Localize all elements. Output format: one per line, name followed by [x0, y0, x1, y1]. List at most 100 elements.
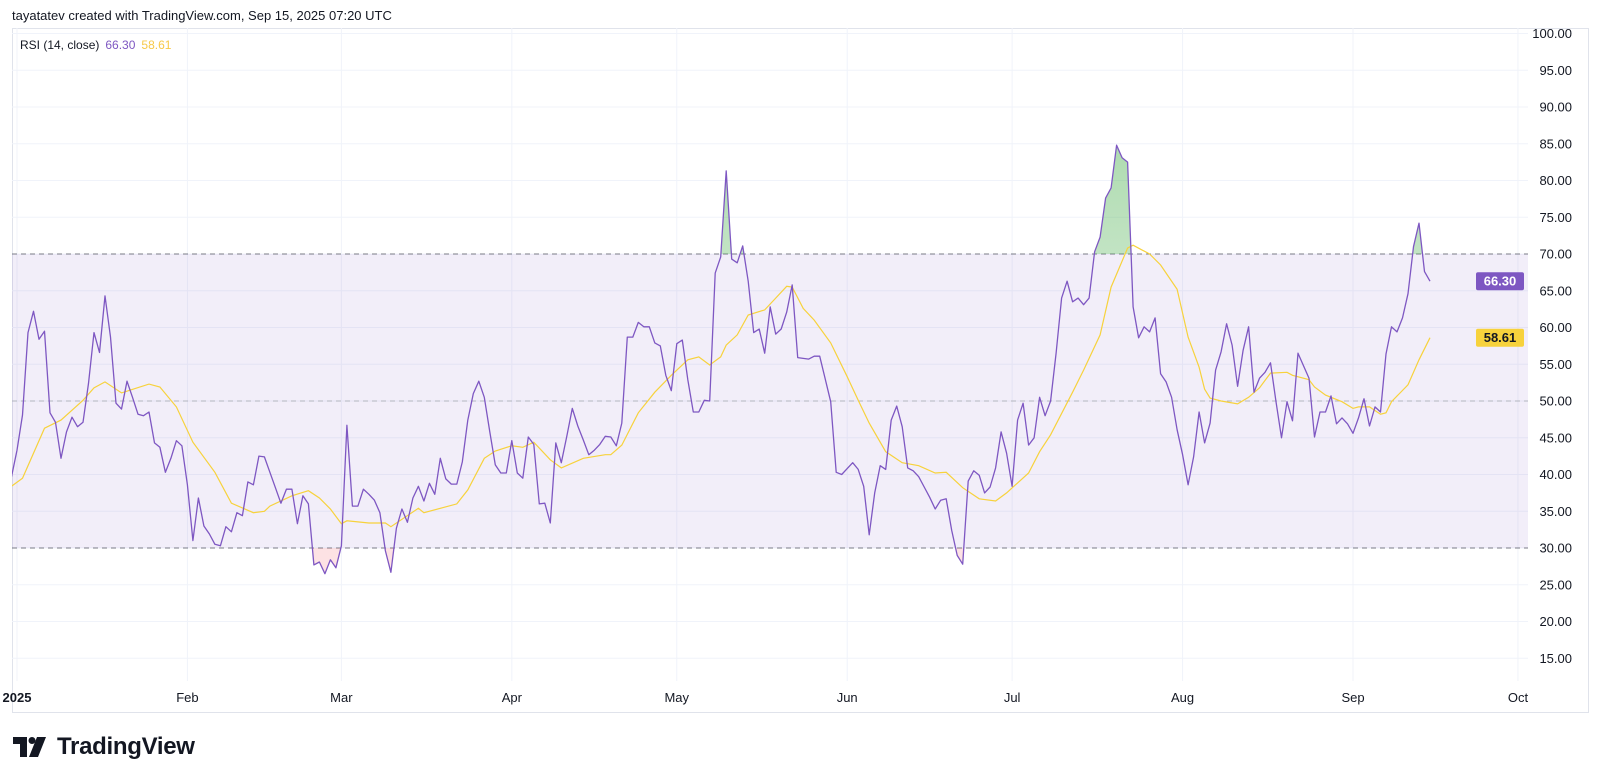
rsi-ma-point — [1220, 400, 1223, 403]
rsi-ma-point — [1203, 388, 1206, 391]
rsi-point — [527, 436, 530, 439]
rsi-ma-point — [637, 411, 640, 414]
rsi-ma-point — [868, 422, 871, 425]
rsi-point — [840, 473, 843, 476]
x-tick-label: Mar — [330, 690, 353, 705]
rsi-point — [769, 305, 772, 308]
rsi-point — [219, 544, 222, 547]
rsi-point — [1049, 400, 1052, 403]
rsi-point — [686, 378, 689, 381]
rsi-point — [1269, 361, 1272, 364]
rsi-point — [780, 327, 783, 330]
rsi-point — [180, 444, 183, 447]
rsi-point — [279, 502, 282, 505]
rsi-ma-point — [1005, 491, 1008, 494]
rsi-point — [565, 435, 568, 438]
rsi-ma-point — [43, 427, 46, 430]
x-tick-label: Feb — [176, 690, 198, 705]
y-axis[interactable]: 100.00 95.00 90.00 85.00 80.00 75.00 70.00 65.0… — [1532, 26, 1572, 666]
rsi-ma-point — [1159, 264, 1162, 267]
rsi-ma-point — [1324, 394, 1327, 397]
rsi-point — [120, 408, 123, 411]
rsi-ma-point — [961, 486, 964, 489]
rsi-point — [598, 443, 601, 446]
rsi-point — [76, 425, 79, 428]
rsi-ma-point — [857, 399, 860, 402]
rsi-point — [1357, 416, 1360, 419]
rsi-ma-point — [1341, 400, 1344, 403]
rsi-levels — [12, 253, 1528, 549]
rsi-point — [851, 461, 854, 464]
rsi-point — [318, 560, 321, 563]
rsi-point — [983, 491, 986, 494]
rsi-point — [824, 377, 827, 380]
rsi-point — [972, 469, 975, 472]
rsi-point — [1148, 330, 1151, 333]
rsi-point — [329, 558, 332, 561]
indicator-legend[interactable]: RSI (14, close) 66.30 58.61 — [20, 38, 171, 52]
rsi-point — [917, 475, 920, 478]
rsi-point — [895, 405, 898, 408]
indicator-name: RSI (14, close) — [20, 38, 100, 52]
rsi-point — [554, 441, 557, 444]
rsi-point — [912, 469, 915, 472]
rsi-ma-point — [494, 449, 497, 452]
rsi-point — [433, 493, 436, 496]
rsi-point — [1225, 322, 1228, 325]
rsi-point — [1264, 371, 1267, 374]
y-tick-label: 30.00 — [1539, 541, 1572, 556]
rsi-point — [1330, 394, 1333, 397]
rsi-point — [290, 488, 293, 491]
rsi-point — [109, 336, 112, 339]
rsi-point — [725, 169, 728, 172]
rsi-ma-point — [1110, 286, 1113, 289]
rsi-point — [829, 400, 832, 403]
rsi-ma-point — [1390, 400, 1393, 403]
rsi-ma-last-value-badge: 58.61 — [1484, 330, 1517, 345]
rsi-point — [978, 474, 981, 477]
rsi-point — [1071, 300, 1074, 303]
rsi-point — [549, 522, 552, 525]
rsi-point — [796, 356, 799, 359]
rsi-ma-point — [1038, 450, 1041, 453]
rsi-ma-point — [736, 333, 739, 336]
rsi-point — [246, 480, 249, 483]
rsi-point — [1324, 411, 1327, 414]
rsi-point — [395, 527, 398, 530]
rsi-point — [208, 533, 211, 536]
rsi-ma-point — [1269, 372, 1272, 375]
rsi-point — [697, 411, 700, 414]
x-tick-label: Aug — [1171, 690, 1194, 705]
rsi-ma-point — [582, 457, 585, 460]
rsi-point — [967, 480, 970, 483]
rsi-ma-point — [1368, 405, 1371, 408]
rsi-point — [604, 435, 607, 438]
tradingview-logo[interactable]: TradingView — [13, 732, 195, 762]
rsi-ma-point — [1132, 244, 1135, 247]
y-tick-label: 100.00 — [1532, 26, 1572, 41]
rsi-point — [356, 505, 359, 508]
rsi-point — [444, 477, 447, 480]
rsi-ma-point — [1082, 369, 1085, 372]
rsi-point — [70, 416, 73, 419]
rsi-point — [1363, 397, 1366, 400]
rsi-ma-point — [268, 505, 271, 508]
rsi-ma-point — [1417, 358, 1420, 361]
rsi-point — [1121, 156, 1124, 159]
rsi-point — [1104, 197, 1107, 200]
rsi-ma-point — [934, 472, 937, 475]
rsi-ma-point — [384, 522, 387, 525]
rsi-ma-point — [213, 471, 216, 474]
rsi-point — [901, 425, 904, 428]
x-axis[interactable]: 2025 Feb Mar Apr May Jun Jul Aug Sep Oct — [3, 690, 1529, 705]
rsi-point — [961, 563, 964, 566]
rsi-point — [593, 449, 596, 452]
rsi-ma-point — [763, 308, 766, 311]
y-tick-label: 90.00 — [1539, 100, 1572, 115]
rsi-ma-point — [1308, 378, 1311, 381]
rsi-point — [373, 499, 376, 502]
rsi-point — [1335, 422, 1338, 425]
x-tick-label: Jul — [1004, 690, 1021, 705]
rsi-point — [862, 485, 865, 488]
